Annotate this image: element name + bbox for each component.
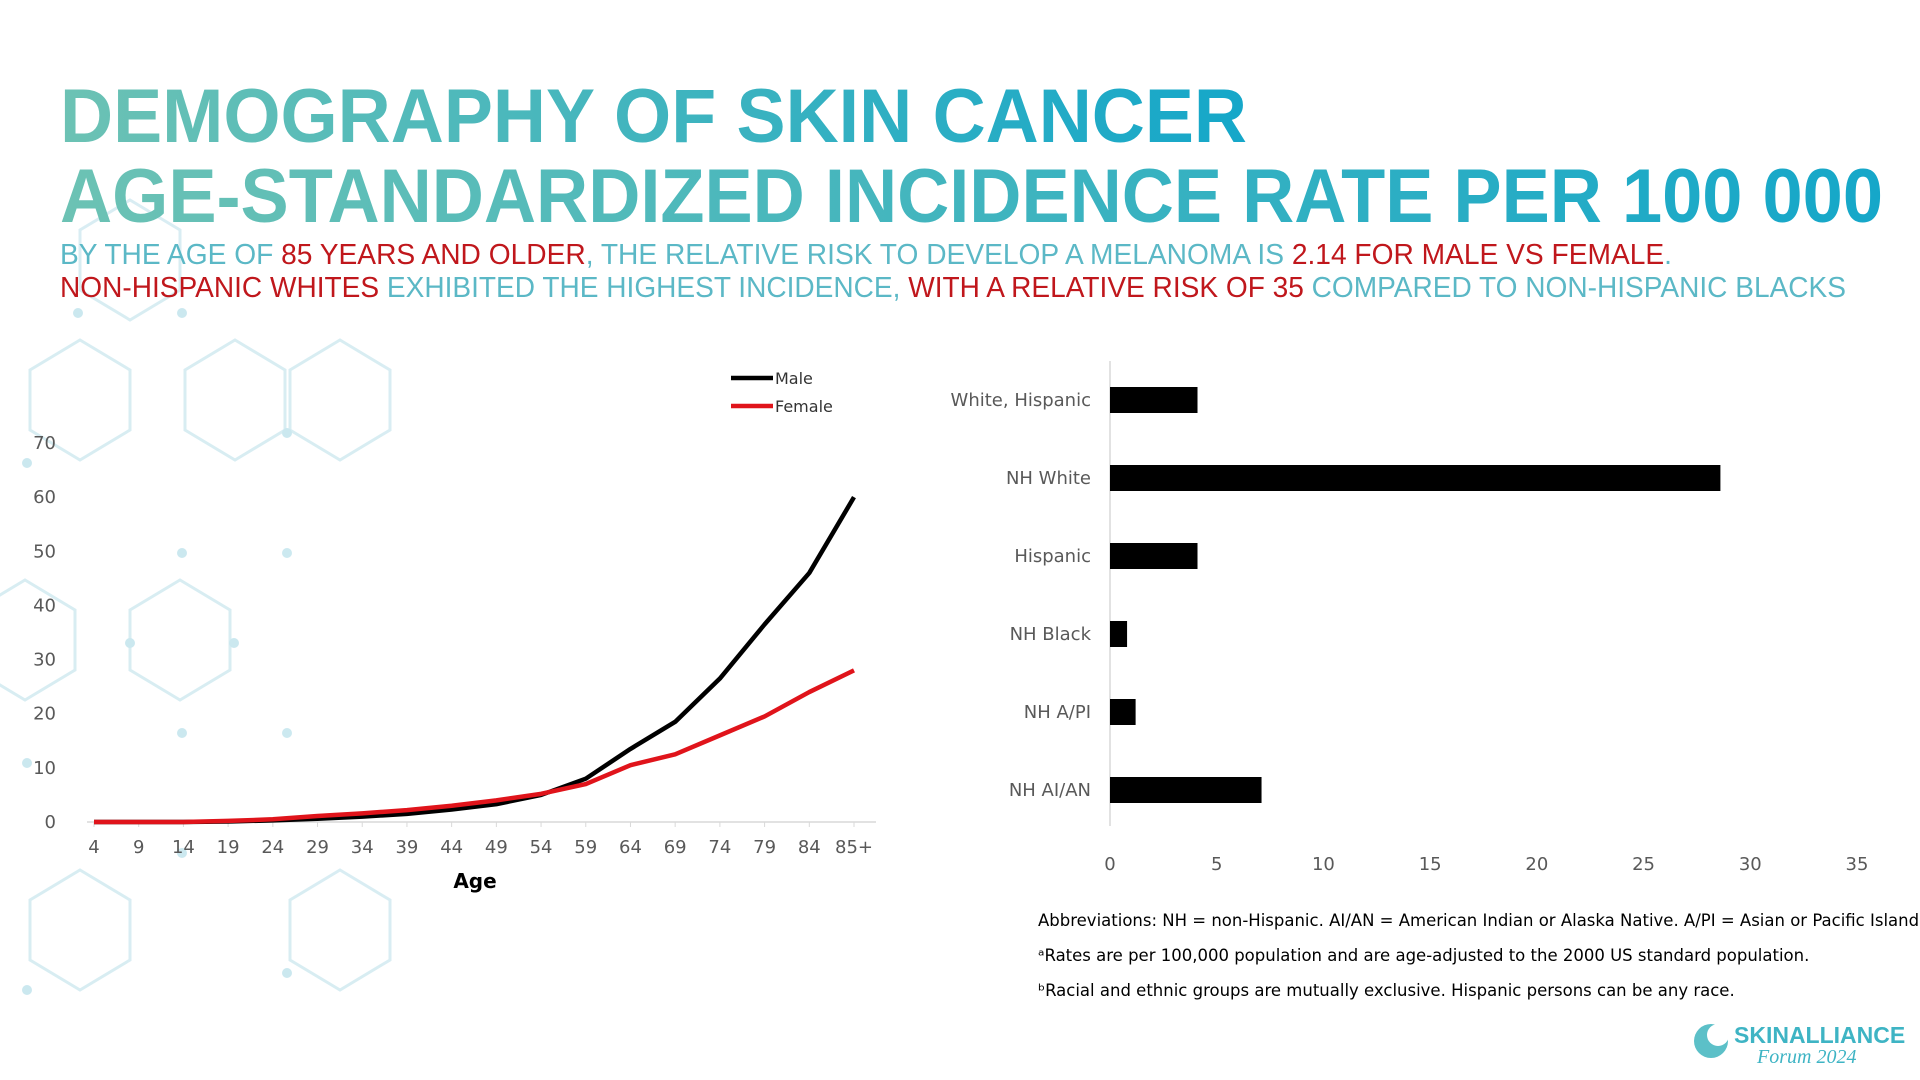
subtitle-segment: 85 YEARS AND OLDER [281, 239, 586, 271]
y-tick-label: 40 [33, 595, 56, 616]
legend-label: Female [775, 397, 833, 416]
logo: SKINALLIANCE Forum 2024 [1694, 1022, 1905, 1068]
background-hexagons [0, 198, 392, 995]
subtitle-segment: NON-HISPANIC WHITES [60, 272, 379, 304]
subtitle-segment: EXHIBITED THE HIGHEST INCIDENCE, [379, 272, 908, 304]
y-tick-label: NH A/PI [1024, 702, 1091, 723]
x-tick-label: 24 [261, 837, 284, 858]
x-axis-label: Age [453, 869, 496, 893]
subtitle-segment: COMPARED TO NON-HISPANIC BLACKS [1304, 272, 1846, 304]
x-tick-label: 69 [664, 837, 687, 858]
x-tick-label: 34 [351, 837, 374, 858]
x-tick-label: 25 [1632, 854, 1655, 875]
x-tick-label: 0 [1104, 854, 1115, 875]
bar [1110, 777, 1262, 803]
bar [1110, 387, 1198, 413]
x-tick-label: 5 [1211, 854, 1222, 875]
slide-title: DEMOGRAPHY OF SKIN CANCER [60, 74, 1247, 159]
footnote: ᵃRates are per 100,000 population and ar… [1038, 946, 1809, 965]
x-tick-label: 44 [440, 837, 463, 858]
x-tick-label: 19 [217, 837, 240, 858]
y-tick-label: NH White [1006, 468, 1091, 489]
y-tick-label: White, Hispanic [951, 390, 1091, 411]
x-tick-label: 49 [485, 837, 508, 858]
bar [1110, 465, 1721, 491]
subtitle-segment: . [1664, 239, 1672, 271]
logo-event: Forum 2024 [1756, 1046, 1856, 1068]
x-tick-label: 85+ [835, 837, 873, 858]
x-tick-label: 84 [798, 837, 821, 858]
subtitle-segment: 2.14 FOR MALE VS FEMALE [1292, 239, 1664, 271]
footnote: Abbreviations: NH = non-Hispanic. AI/AN … [1038, 911, 1920, 930]
y-tick-label: NH Black [1010, 624, 1092, 645]
line-series [94, 668, 855, 825]
subtitle-segment: BY THE AGE OF [60, 239, 281, 271]
x-tick-label: 14 [172, 837, 195, 858]
legend-label: Male [775, 369, 813, 388]
y-tick-label: NH AI/AN [1009, 780, 1091, 801]
bar [1110, 543, 1198, 569]
x-tick-label: 59 [574, 837, 597, 858]
y-tick-label: 10 [33, 758, 56, 779]
x-tick-label: 30 [1739, 854, 1762, 875]
logo-name: SKINALLIANCE [1734, 1022, 1905, 1048]
y-tick-label: 70 [33, 433, 56, 454]
x-tick-label: 10 [1312, 854, 1335, 875]
y-tick-label: Hispanic [1014, 546, 1091, 567]
y-tick-label: 0 [45, 812, 56, 833]
x-tick-label: 54 [530, 837, 553, 858]
x-tick-label: 20 [1525, 854, 1548, 875]
subtitle-segment: WITH A RELATIVE RISK OF 35 [908, 272, 1304, 304]
subtitle-segment: , THE RELATIVE RISK TO DEVELOP A MELANOM… [586, 239, 1292, 271]
bar [1110, 699, 1136, 725]
x-tick-label: 35 [1846, 854, 1869, 875]
line-series [94, 495, 856, 825]
logo-icon [1707, 1024, 1729, 1046]
x-tick-label: 74 [708, 837, 731, 858]
x-tick-label: 39 [395, 837, 418, 858]
slide-title: AGE-STANDARDIZED INCIDENCE RATE PER 100 … [60, 154, 1883, 239]
x-tick-label: 29 [306, 837, 329, 858]
y-tick-label: 60 [33, 487, 56, 508]
y-tick-label: 20 [33, 704, 56, 725]
x-tick-label: 15 [1419, 854, 1442, 875]
y-tick-label: 50 [33, 541, 56, 562]
y-tick-label: 30 [33, 650, 56, 671]
footnote: ᵇRacial and ethnic groups are mutually e… [1038, 981, 1735, 1000]
bar [1110, 621, 1128, 647]
x-tick-label: 4 [88, 837, 99, 858]
x-tick-label: 64 [619, 837, 642, 858]
subtitle: BY THE AGE OF 85 YEARS AND OLDER, THE RE… [60, 239, 1672, 271]
subtitle: NON-HISPANIC WHITES EXHIBITED THE HIGHES… [60, 272, 1846, 304]
x-tick-label: 79 [753, 837, 776, 858]
x-tick-label: 9 [133, 837, 144, 858]
